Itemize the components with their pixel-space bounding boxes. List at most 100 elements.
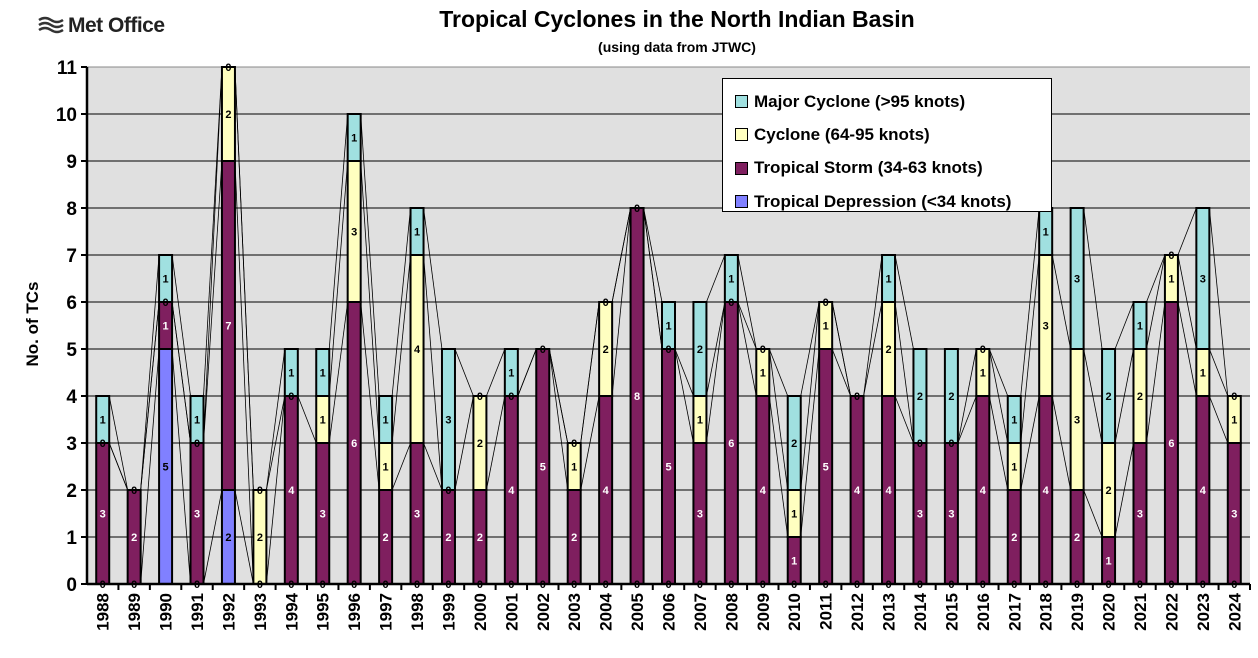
x-tick-label: 2007 (691, 593, 710, 631)
legend-label: Tropical Storm (34-63 knots) (754, 158, 983, 178)
data-label: 5 (823, 462, 829, 474)
data-label: 0 (980, 344, 986, 356)
data-label: 4 (288, 485, 295, 497)
series-line (203, 66, 223, 444)
data-label: 2 (571, 532, 577, 544)
data-label: 4 (508, 485, 515, 497)
bar-segment (943, 348, 959, 444)
series-line (203, 160, 223, 444)
y-tick-label: 8 (66, 199, 77, 220)
series-line (768, 395, 789, 538)
legend-swatch (735, 95, 748, 109)
y-tick-label: 4 (66, 387, 77, 408)
x-tick-label: 1992 (219, 593, 238, 631)
series-line (108, 395, 129, 491)
data-label: 0 (1231, 391, 1237, 403)
bar-segment (1006, 395, 1022, 444)
series-line (234, 489, 254, 585)
y-tick-label: 6 (66, 293, 77, 314)
bar-segment (1101, 348, 1117, 444)
bar-segment (1069, 207, 1085, 350)
series-line (423, 207, 443, 350)
data-label: 0 (760, 344, 766, 356)
bar-segment (661, 301, 676, 350)
x-tick-label: 2013 (880, 593, 899, 631)
data-label: 0 (508, 391, 514, 403)
data-label: 3 (351, 227, 357, 239)
data-label: 4 (980, 485, 987, 497)
bar-segment (189, 395, 205, 444)
x-tick-label: 1991 (188, 593, 207, 631)
series-line (360, 301, 380, 491)
x-tick-label: 2023 (1194, 593, 1213, 631)
x-tick-label: 1997 (377, 593, 396, 631)
bar-segment (1195, 207, 1211, 350)
data-label: 3 (1074, 274, 1080, 286)
data-label: 0 (288, 391, 294, 403)
series-line (674, 348, 694, 397)
series-line (1208, 207, 1229, 397)
x-tick-label: 1999 (439, 593, 458, 631)
legend-swatch (735, 128, 748, 142)
data-label: 0 (131, 485, 137, 497)
y-tick-label: 5 (66, 340, 77, 361)
data-label: 4 (760, 485, 767, 497)
x-tick-label: 2021 (1131, 593, 1150, 631)
bar-segment (220, 66, 236, 162)
legend-swatch (735, 161, 748, 175)
data-label: 1 (1011, 415, 1017, 427)
x-tick-label: 2001 (502, 593, 521, 631)
data-label: 1 (163, 321, 169, 333)
data-label: 1 (320, 415, 326, 427)
series-line (517, 348, 537, 397)
data-label: 3 (100, 509, 106, 521)
series-line (391, 442, 411, 491)
y-tick-label: 2 (66, 481, 77, 502)
series-line (800, 301, 820, 491)
series-line (1208, 395, 1229, 444)
series-line (863, 254, 883, 397)
data-label: 2 (257, 532, 263, 544)
series-line (800, 301, 820, 397)
data-label: 1 (791, 556, 797, 568)
bar-segment (472, 395, 488, 491)
legend-item-major-cyclone: Major Cyclone (>95 knots) (735, 85, 1051, 118)
series-line (643, 207, 663, 303)
legend-label: Tropical Depression (<34 knots) (754, 191, 1012, 211)
bar-segment (566, 442, 582, 491)
series-line (140, 348, 160, 585)
bar-segment (1163, 254, 1179, 303)
bar-segment (409, 207, 425, 256)
data-label: 3 (1074, 415, 1080, 427)
data-label: 0 (225, 62, 231, 74)
series-line (1146, 301, 1166, 444)
bar-segment (818, 301, 834, 350)
data-label: 0 (540, 344, 546, 356)
y-tick-label: 0 (66, 575, 77, 596)
data-label: 2 (917, 391, 923, 403)
x-tick-label: 1989 (125, 593, 144, 631)
bar-segment (440, 348, 456, 491)
series-line (1177, 207, 1197, 256)
series-line (863, 301, 883, 397)
series-line (800, 348, 820, 538)
data-label: 2 (225, 109, 231, 121)
series-line (297, 395, 317, 444)
series-line (328, 160, 349, 397)
series-line (360, 160, 380, 444)
x-tick-label: 2018 (1037, 593, 1056, 631)
data-label: 8 (634, 391, 640, 403)
series-line (548, 348, 569, 491)
data-label: 2 (445, 532, 451, 544)
chart-subtitle: (using data from JTWC) (598, 39, 756, 55)
data-label: 7 (225, 321, 231, 333)
y-tick-label: 1 (66, 528, 77, 549)
data-label: 3 (948, 509, 954, 521)
series-line (328, 113, 349, 350)
bar-segment (95, 395, 111, 444)
legend-item-tropical-storm: Tropical Storm (34-63 knots) (735, 152, 1051, 185)
series-line (988, 395, 1009, 491)
data-label: 1 (1168, 274, 1174, 286)
x-tick-label: 2024 (1225, 592, 1244, 630)
data-label: 3 (1200, 274, 1206, 286)
